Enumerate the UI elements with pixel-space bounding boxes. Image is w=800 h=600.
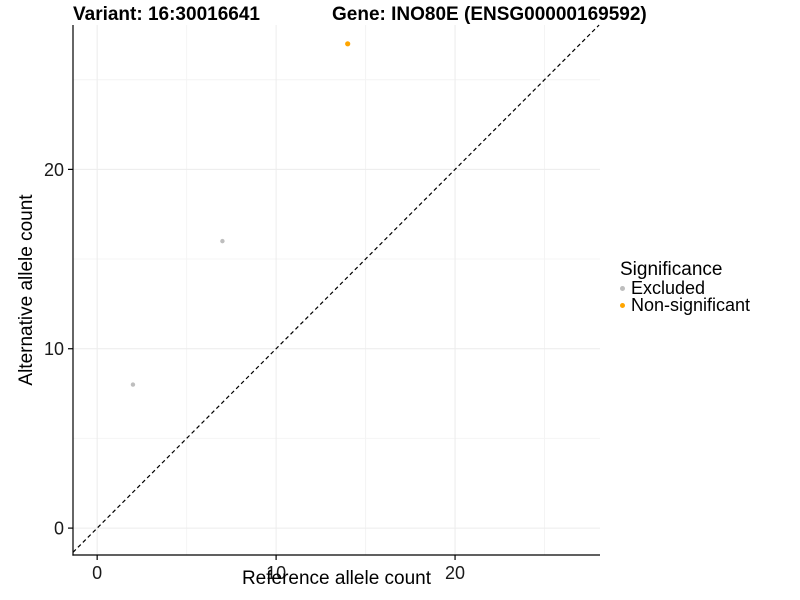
legend-key-dot	[620, 303, 625, 308]
data-point-excluded	[220, 238, 225, 244]
x-tick-label: 0	[92, 563, 102, 583]
y-tick-label: 0	[54, 519, 64, 539]
legend-key-dot	[620, 286, 625, 291]
legend-item: Non-significant	[620, 295, 751, 315]
y-tick-label: 20	[44, 160, 64, 180]
legend-item-label: Excluded	[631, 278, 706, 298]
x-tick-label: 10	[266, 563, 286, 583]
y-axis-title: Alternative allele count	[16, 194, 37, 386]
legend-item-label: Non-significant	[631, 295, 751, 315]
x-axis-title: Reference allele count	[241, 568, 432, 589]
x-tick-label: 20	[445, 563, 465, 583]
variant-title: Variant: 16:30016641	[73, 4, 260, 25]
legend-items: Excluded Non-significant	[620, 278, 751, 315]
legend-title: Significance	[620, 259, 723, 280]
identity-dashed-line	[72, 24, 600, 553]
gene-title: Gene: INO80E (ENSG00000169592)	[332, 4, 647, 25]
data-point-excluded	[130, 382, 136, 387]
legend-item: Excluded	[620, 278, 750, 298]
legend: Significance Excluded Non-significant	[620, 259, 750, 314]
data-point-non-significant	[345, 41, 351, 47]
y-tick-label: 10	[44, 339, 64, 359]
